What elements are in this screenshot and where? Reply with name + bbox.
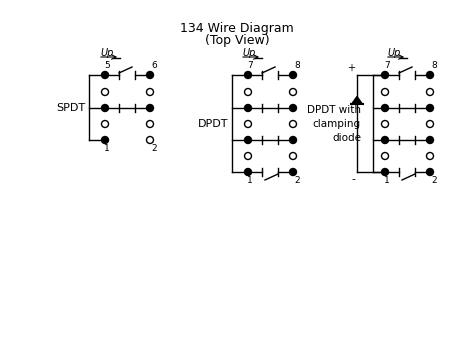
- Circle shape: [382, 137, 389, 143]
- Circle shape: [290, 104, 297, 111]
- Text: SPDT: SPDT: [56, 103, 85, 113]
- Text: Up: Up: [387, 48, 401, 58]
- Text: 6: 6: [151, 61, 157, 70]
- Circle shape: [382, 71, 389, 78]
- Text: 134 Wire Diagram: 134 Wire Diagram: [180, 22, 294, 35]
- Polygon shape: [352, 97, 362, 104]
- Circle shape: [427, 169, 434, 175]
- Text: 1: 1: [104, 144, 110, 153]
- Text: 7: 7: [247, 61, 253, 70]
- Circle shape: [382, 104, 389, 111]
- Circle shape: [245, 169, 252, 175]
- Text: DPDT: DPDT: [198, 119, 228, 129]
- Circle shape: [427, 71, 434, 78]
- Circle shape: [382, 169, 389, 175]
- Text: 8: 8: [431, 61, 437, 70]
- Text: 5: 5: [104, 61, 110, 70]
- Circle shape: [427, 137, 434, 143]
- Text: 2: 2: [151, 144, 156, 153]
- Circle shape: [290, 169, 297, 175]
- Circle shape: [101, 71, 109, 78]
- Text: Up: Up: [100, 48, 113, 58]
- Circle shape: [245, 71, 252, 78]
- Circle shape: [146, 71, 154, 78]
- Circle shape: [290, 71, 297, 78]
- Circle shape: [101, 104, 109, 111]
- Circle shape: [146, 104, 154, 111]
- Text: 1: 1: [384, 176, 390, 185]
- Text: +: +: [347, 63, 355, 73]
- Text: 7: 7: [384, 61, 390, 70]
- Text: -: -: [351, 174, 355, 184]
- Text: Up: Up: [242, 48, 255, 58]
- Circle shape: [427, 104, 434, 111]
- Text: DPDT with
clamping
diode: DPDT with clamping diode: [307, 105, 361, 143]
- Circle shape: [101, 137, 109, 143]
- Text: 8: 8: [294, 61, 300, 70]
- Text: 2: 2: [294, 176, 300, 185]
- Circle shape: [290, 137, 297, 143]
- Text: 1: 1: [247, 176, 253, 185]
- Circle shape: [245, 104, 252, 111]
- Text: 2: 2: [431, 176, 437, 185]
- Circle shape: [245, 137, 252, 143]
- Text: (Top View): (Top View): [205, 34, 269, 47]
